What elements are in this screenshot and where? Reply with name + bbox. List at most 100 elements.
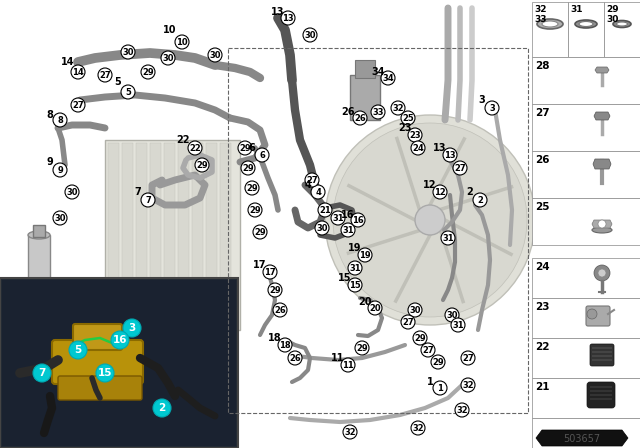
Bar	[590, 386, 612, 388]
Text: 27: 27	[454, 164, 466, 172]
Bar	[532, 198, 640, 245]
Text: 14: 14	[72, 68, 84, 77]
Circle shape	[411, 141, 425, 155]
Text: 32: 32	[344, 427, 356, 436]
Circle shape	[411, 421, 425, 435]
Circle shape	[433, 381, 447, 395]
Text: 5: 5	[125, 87, 131, 96]
Circle shape	[333, 123, 527, 317]
Text: 30: 30	[122, 47, 134, 56]
Ellipse shape	[28, 296, 50, 304]
Text: 29: 29	[196, 160, 208, 169]
Text: 22: 22	[176, 135, 189, 145]
Bar	[604, 2, 640, 57]
Text: 4: 4	[315, 188, 321, 197]
Text: 30: 30	[304, 30, 316, 39]
Circle shape	[69, 341, 87, 359]
Text: 26: 26	[289, 353, 301, 362]
Bar	[220, 143, 231, 327]
Text: 29: 29	[249, 206, 261, 215]
Text: 1: 1	[427, 377, 433, 387]
Ellipse shape	[542, 21, 558, 27]
Circle shape	[351, 213, 365, 227]
Text: 16: 16	[352, 215, 364, 224]
Circle shape	[355, 341, 369, 355]
Text: 27: 27	[422, 345, 434, 354]
Text: 15: 15	[349, 280, 361, 289]
Circle shape	[453, 161, 467, 175]
Circle shape	[408, 303, 422, 317]
Text: 30: 30	[209, 51, 221, 60]
Text: 23: 23	[398, 123, 412, 133]
Text: 8: 8	[57, 116, 63, 125]
Bar	[532, 57, 640, 104]
Circle shape	[433, 185, 447, 199]
Text: 32: 32	[462, 380, 474, 389]
Text: 34: 34	[382, 73, 394, 82]
Circle shape	[431, 355, 445, 369]
Text: 14: 14	[61, 57, 75, 67]
Circle shape	[255, 148, 269, 162]
Text: 20: 20	[358, 297, 372, 307]
Text: 10: 10	[176, 38, 188, 47]
Circle shape	[401, 315, 415, 329]
Circle shape	[461, 351, 475, 365]
Text: 32: 32	[412, 423, 424, 432]
Bar	[228, 48, 528, 413]
Text: 30: 30	[446, 310, 458, 319]
Circle shape	[368, 301, 382, 315]
Text: 29: 29	[432, 358, 444, 366]
Text: 32
33: 32 33	[534, 5, 547, 24]
Text: 15: 15	[98, 368, 112, 378]
Circle shape	[441, 231, 455, 245]
Text: 26: 26	[341, 107, 355, 117]
Text: 29: 29	[414, 333, 426, 343]
Circle shape	[415, 205, 445, 235]
Bar	[592, 359, 612, 361]
Text: 16: 16	[341, 210, 355, 220]
Circle shape	[268, 283, 282, 297]
Text: 3: 3	[129, 323, 136, 333]
Circle shape	[53, 113, 67, 127]
Ellipse shape	[28, 231, 50, 239]
Circle shape	[587, 309, 597, 319]
Bar	[590, 394, 612, 396]
Circle shape	[331, 211, 345, 225]
Circle shape	[303, 28, 317, 42]
Circle shape	[53, 211, 67, 225]
Bar	[590, 390, 612, 392]
Text: 21: 21	[319, 206, 331, 215]
Circle shape	[263, 265, 277, 279]
Circle shape	[175, 35, 189, 49]
Polygon shape	[595, 67, 609, 73]
Circle shape	[111, 331, 129, 349]
Text: 2: 2	[467, 187, 474, 197]
Bar	[532, 338, 640, 378]
Text: 503657: 503657	[563, 434, 600, 444]
Bar	[532, 378, 640, 418]
Circle shape	[208, 48, 222, 62]
Circle shape	[445, 308, 459, 322]
Text: 1: 1	[437, 383, 443, 392]
Polygon shape	[592, 220, 612, 228]
Text: 26: 26	[274, 306, 286, 314]
Bar	[350, 75, 380, 120]
Text: 4: 4	[305, 180, 312, 190]
Ellipse shape	[575, 20, 597, 28]
Bar	[136, 143, 147, 327]
Text: 12: 12	[423, 180, 436, 190]
Circle shape	[358, 248, 372, 262]
Text: 30: 30	[54, 214, 66, 223]
Text: 7: 7	[38, 368, 45, 378]
Text: 7: 7	[145, 195, 151, 204]
Circle shape	[195, 158, 209, 172]
Bar	[592, 351, 612, 353]
Circle shape	[273, 303, 287, 317]
Polygon shape	[536, 430, 628, 446]
Bar	[105, 140, 240, 330]
Text: 12: 12	[434, 188, 446, 197]
Text: 32: 32	[456, 405, 468, 414]
Text: 30: 30	[163, 53, 173, 63]
Circle shape	[245, 181, 259, 195]
Polygon shape	[594, 112, 610, 120]
